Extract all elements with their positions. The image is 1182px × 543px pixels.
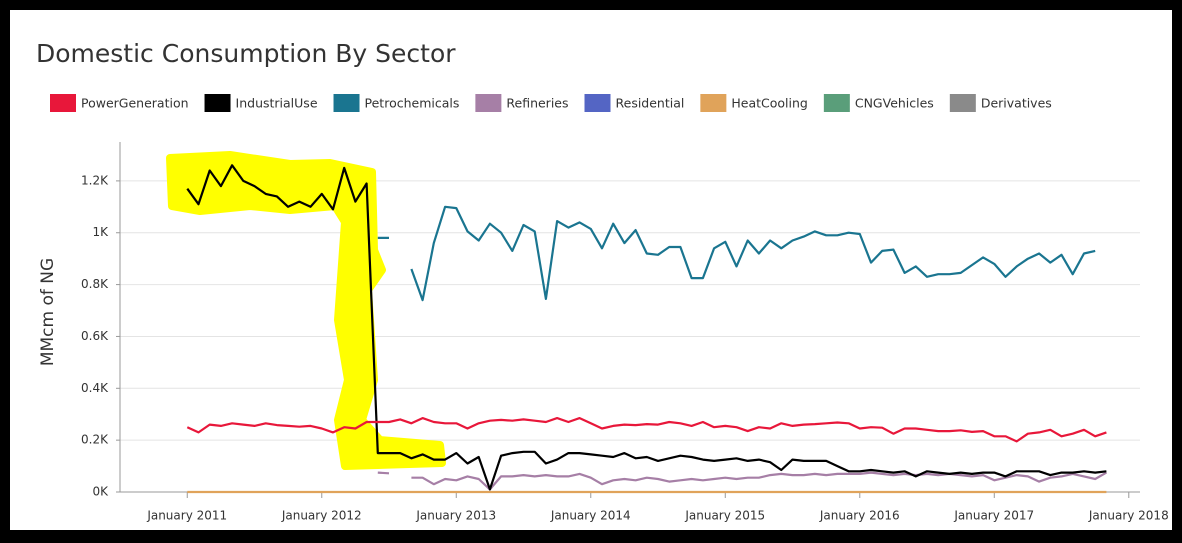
chart-title: Domestic Consumption By Sector xyxy=(36,39,456,68)
series-line xyxy=(377,205,1096,302)
highlight xyxy=(166,151,446,470)
y-tick-label: 0.6K xyxy=(81,329,109,343)
x-tick-label: January 2017 xyxy=(953,509,1034,523)
y-tick-label: 0.8K xyxy=(81,277,109,291)
y-tick-label: 1K xyxy=(92,225,109,239)
legend-label: Residential xyxy=(616,96,685,111)
x-tick-label: January 2012 xyxy=(281,509,362,523)
legend-label: PowerGeneration xyxy=(81,96,189,111)
y-axis-label: MMcm of NG xyxy=(38,258,58,366)
legend-label: CNGVehicles xyxy=(855,96,934,111)
legend-label: IndustrialUse xyxy=(236,96,318,111)
x-tick-label: January 2013 xyxy=(415,509,496,523)
legend-swatch xyxy=(50,94,76,112)
legend-label: Petrochemicals xyxy=(365,96,460,111)
legend-label: HeatCooling xyxy=(731,96,807,111)
legend-label: Refineries xyxy=(506,96,568,111)
x-tick-label: January 2014 xyxy=(550,509,631,523)
series-line xyxy=(186,164,1107,491)
y-tick-label: 0.2K xyxy=(81,433,109,447)
y-tick-label: 0.4K xyxy=(81,381,109,395)
series-line xyxy=(377,471,1107,491)
legend-swatch xyxy=(204,94,231,112)
legend-label: Derivatives xyxy=(981,96,1052,111)
legend-swatch xyxy=(949,94,976,112)
x-tick-label: January 2015 xyxy=(684,509,765,523)
panel xyxy=(10,10,1172,530)
y-tick-label: 1.2K xyxy=(81,173,109,187)
legend-swatch xyxy=(700,94,727,112)
y-tick-label: 0K xyxy=(92,485,109,499)
x-tick-label: January 2018 xyxy=(1088,509,1169,523)
series-line xyxy=(186,417,1107,443)
x-tick-label: January 2016 xyxy=(819,509,900,523)
x-tick-label: January 2011 xyxy=(146,509,227,523)
legend-swatch xyxy=(584,94,611,112)
legend-swatch xyxy=(475,94,502,112)
legend-swatch xyxy=(333,94,360,112)
legend-swatch xyxy=(823,94,850,112)
